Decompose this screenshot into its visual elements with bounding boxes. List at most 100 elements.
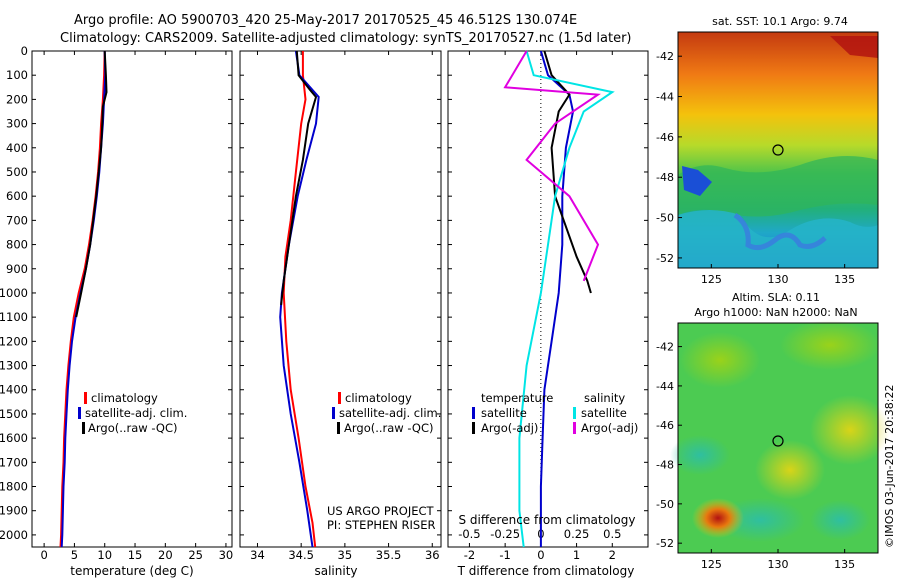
sst-warm-patch xyxy=(830,36,878,58)
s-difference-xlabel: S difference from climatology xyxy=(459,513,636,527)
sla-map-axes: 125 130 135 -42 -44 -46 -48 -50 -52 xyxy=(656,341,855,571)
map-y-tick-label: -52 xyxy=(656,252,674,265)
map-y-tick-label: -48 xyxy=(656,459,674,472)
sla-map-title: Altim. SLA: 0.11 xyxy=(732,291,820,304)
depth-tick-label: 1900 xyxy=(0,504,28,518)
depth-tick-label: 700 xyxy=(6,213,28,227)
x-tick-label: 36 xyxy=(425,548,440,562)
temperature-xlabel: temperature (deg C) xyxy=(70,564,193,578)
map-x-tick-label: 125 xyxy=(701,558,722,571)
map-y-tick-label: -46 xyxy=(656,419,674,432)
sla-blob xyxy=(810,500,870,540)
map-x-tick-label: 130 xyxy=(768,558,789,571)
sla-argo-location-marker xyxy=(772,435,784,447)
legend-argo: Argo(..raw -QC) xyxy=(88,421,178,435)
depth-tick-label: 1000 xyxy=(0,286,28,300)
sla-blob xyxy=(755,440,825,500)
legend-t-argo: Argo(-adj) xyxy=(481,421,538,435)
series-line xyxy=(282,51,317,548)
x-tick-label: 25 xyxy=(188,548,203,562)
s-difference-tick-label: -0.25 xyxy=(490,527,520,541)
s-difference-tick-label: 0.25 xyxy=(564,527,590,541)
sla-map-subtitle: Argo h1000: NaN h2000: NaN xyxy=(694,306,857,319)
temperature-panel-frame xyxy=(31,50,233,548)
sst-cold-patch xyxy=(682,166,712,196)
x-tick-label: 34 xyxy=(250,548,265,562)
series-line xyxy=(543,50,592,294)
x-tick-label: 35 xyxy=(338,548,353,562)
map-y-tick-label: -50 xyxy=(656,212,674,225)
legend-s-satellite: satellite xyxy=(581,406,627,420)
series-line xyxy=(280,50,318,306)
legend-swatch-s-argo xyxy=(573,422,576,434)
sst-map-axes: 125 130 135 -42 -44 -46 -48 -50 -52 xyxy=(656,50,855,286)
series-layer xyxy=(59,50,615,548)
timestamp-stamp: ©IMOS 03-Jun-2017 20:38:22 xyxy=(883,384,896,548)
legend-swatch-climatology xyxy=(338,392,341,404)
sst-green-band xyxy=(678,156,878,217)
series-line xyxy=(518,50,615,548)
depth-tick-label: 900 xyxy=(6,262,28,276)
x-tick-label: 2 xyxy=(609,548,616,562)
legend-head-temperature: temperature xyxy=(481,391,553,405)
depth-tick-label: 1200 xyxy=(0,334,28,348)
salinity-panel-frame xyxy=(239,50,442,548)
sst-argo-location-marker xyxy=(772,144,784,156)
x-tick-label: -2 xyxy=(464,548,475,562)
sla-map xyxy=(670,320,890,554)
legend-t-satellite: satellite xyxy=(481,406,527,420)
x-tick-label: 1 xyxy=(573,548,580,562)
depth-tick-label: 1400 xyxy=(0,383,28,397)
legend-s-argo: Argo(-adj) xyxy=(581,421,638,435)
sst-front xyxy=(733,212,827,251)
legend-swatch-satellite xyxy=(78,407,81,419)
temperature-legend: climatology satellite-adj. clim. Argo(..… xyxy=(78,391,187,435)
pi-credit: PI: STEPHEN RISER xyxy=(327,518,436,532)
series-line xyxy=(279,50,320,548)
map-x-tick-label: 125 xyxy=(701,273,722,286)
legend-argo: Argo(..raw -QC) xyxy=(344,421,434,435)
legend-climatology: climatology xyxy=(345,391,412,405)
project-credit: US ARGO PROJECT xyxy=(327,504,435,518)
legend-head-salinity: salinity xyxy=(584,391,625,405)
depth-tick-label: 100 xyxy=(6,68,28,82)
legend-swatch-t-argo xyxy=(472,422,475,434)
x-tick-label: 35.5 xyxy=(376,548,402,562)
series-line xyxy=(59,50,106,548)
depth-tick-label: 300 xyxy=(6,117,28,131)
series-line xyxy=(75,50,108,318)
map-x-tick-label: 135 xyxy=(834,273,855,286)
series-line xyxy=(60,50,107,548)
map-y-tick-label: -46 xyxy=(656,131,674,144)
depth-tick-label: 800 xyxy=(6,238,28,252)
map-y-tick-label: -44 xyxy=(656,91,674,104)
series-line xyxy=(503,50,601,282)
x-tick-label: 5 xyxy=(71,548,78,562)
depth-tick-label: 500 xyxy=(6,165,28,179)
legend-satellite: satellite-adj. clim. xyxy=(85,406,187,420)
salinity-legend: climatology satellite-adj. clim. Argo(..… xyxy=(332,391,441,435)
difference-panel-frame xyxy=(447,50,649,548)
x-tick-label: -1 xyxy=(499,548,510,562)
map-y-tick-label: -42 xyxy=(656,50,674,63)
depth-axis: 0 100 200 300 400 500 600 700 800 900 1000 1100 1200… xyxy=(0,44,648,542)
legend-swatch-argo xyxy=(337,422,340,434)
depth-tick-label: 600 xyxy=(6,189,28,203)
x-tick-label: 20 xyxy=(158,548,173,562)
depth-tick-label: 1300 xyxy=(0,359,28,373)
sla-blob xyxy=(780,320,880,370)
map-y-tick-label: -44 xyxy=(656,380,674,393)
legend-satellite: satellite-adj. clim. xyxy=(339,406,441,420)
depth-tick-label: 2000 xyxy=(0,528,28,542)
depth-tick-label: 1600 xyxy=(0,431,28,445)
x-tick-label: 0 xyxy=(537,548,544,562)
depth-tick-label: 1100 xyxy=(0,310,28,324)
header-line2: Climatology: CARS2009. Satellite-adjuste… xyxy=(60,31,632,46)
x-tick-label: 0 xyxy=(40,548,47,562)
depth-tick-label: 1800 xyxy=(0,480,28,494)
map-y-tick-label: -42 xyxy=(656,341,674,354)
legend-swatch-satellite xyxy=(332,407,335,419)
sst-map-title: sat. SST: 10.1 Argo: 9.74 xyxy=(712,15,848,28)
s-difference-tick-label: -0.5 xyxy=(458,527,480,541)
